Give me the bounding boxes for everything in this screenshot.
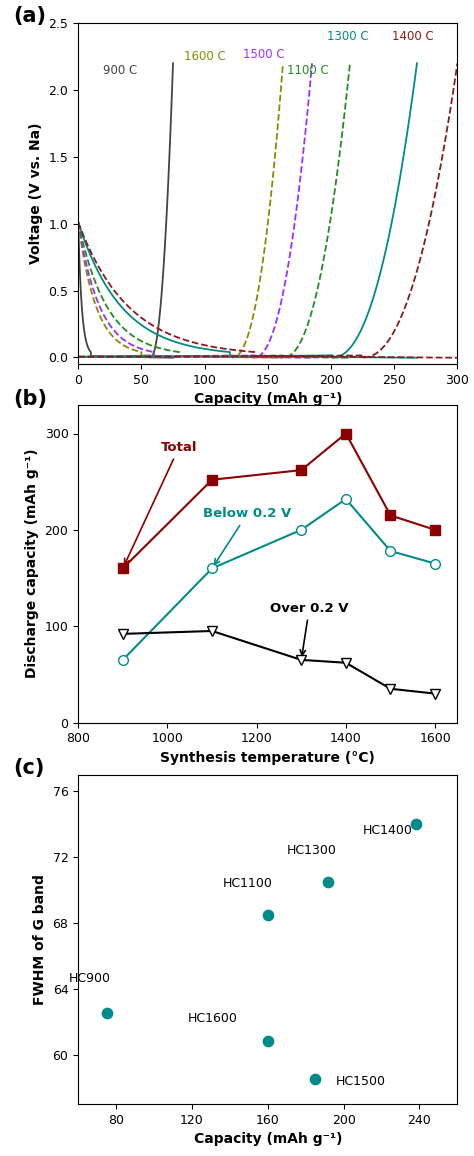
Text: HC1400: HC1400: [363, 824, 412, 837]
Text: 1500 C: 1500 C: [243, 47, 284, 60]
Text: (c): (c): [14, 758, 45, 778]
Text: 1300 C: 1300 C: [327, 30, 369, 43]
Text: 1100 C: 1100 C: [287, 64, 328, 76]
Text: (b): (b): [14, 388, 48, 409]
Text: 900 C: 900 C: [103, 64, 138, 76]
Text: HC1500: HC1500: [336, 1075, 386, 1088]
Text: Over 0.2 V: Over 0.2 V: [270, 602, 348, 655]
Y-axis label: Discharge capacity (mAh g⁻¹): Discharge capacity (mAh g⁻¹): [25, 449, 39, 679]
Text: HC1600: HC1600: [188, 1012, 238, 1025]
Y-axis label: Voltage (V vs. Na): Voltage (V vs. Na): [29, 123, 43, 265]
Point: [311, 1070, 319, 1089]
Text: HC1300: HC1300: [287, 844, 337, 857]
Text: 1600 C: 1600 C: [184, 50, 226, 64]
Text: Total: Total: [125, 440, 197, 564]
X-axis label: Capacity (mAh g⁻¹): Capacity (mAh g⁻¹): [193, 1132, 342, 1147]
Text: 1400 C: 1400 C: [392, 30, 433, 43]
Point: [264, 1032, 272, 1051]
Point: [264, 905, 272, 924]
Text: (a): (a): [14, 6, 47, 27]
Point: [412, 815, 419, 833]
Text: Below 0.2 V: Below 0.2 V: [203, 507, 292, 564]
Text: HC1100: HC1100: [222, 877, 272, 890]
X-axis label: Synthesis temperature (°C): Synthesis temperature (°C): [160, 750, 375, 765]
Point: [103, 1005, 110, 1023]
Y-axis label: FWHM of G band: FWHM of G band: [33, 874, 47, 1005]
Point: [325, 873, 332, 891]
Text: HC900: HC900: [69, 972, 111, 985]
X-axis label: Capacity (mAh g⁻¹): Capacity (mAh g⁻¹): [193, 392, 342, 407]
